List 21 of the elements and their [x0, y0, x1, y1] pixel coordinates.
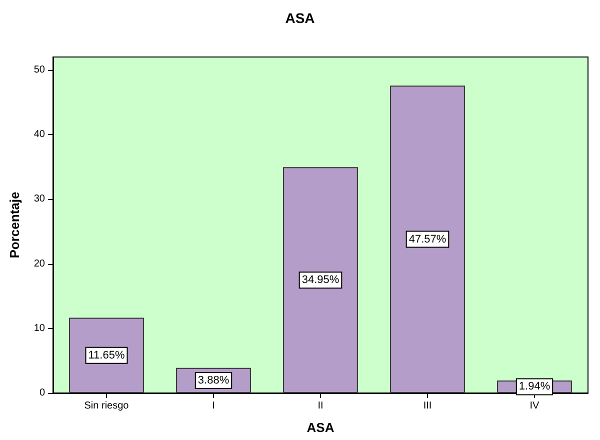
y-tick-label: 30: [34, 194, 46, 205]
x-tick-label: I: [212, 400, 215, 412]
x-tick-label: III: [423, 400, 432, 412]
y-axis-title: Porcentaje: [7, 192, 22, 258]
y-tick-label: 10: [34, 322, 46, 334]
chart-title: ASA: [285, 10, 315, 26]
y-tick-label: 20: [34, 258, 46, 270]
x-axis-title: ASA: [306, 420, 335, 435]
x-tick-label: IV: [530, 400, 540, 412]
y-tick-label: 50: [34, 64, 46, 76]
x-tick-label: Sin riesgo: [84, 400, 130, 412]
data-label: 11.65%: [88, 349, 125, 362]
bar: [283, 167, 358, 393]
y-tick-label: 0: [39, 388, 46, 398]
x-tick-label: II: [318, 400, 324, 412]
data-label: 47.57%: [408, 233, 446, 246]
data-label: 3.88%: [198, 374, 230, 386]
data-label: 34.95%: [302, 274, 340, 286]
data-label: 1.94%: [518, 380, 550, 393]
bar: [390, 86, 465, 393]
y-tick-label: 40: [34, 129, 46, 140]
